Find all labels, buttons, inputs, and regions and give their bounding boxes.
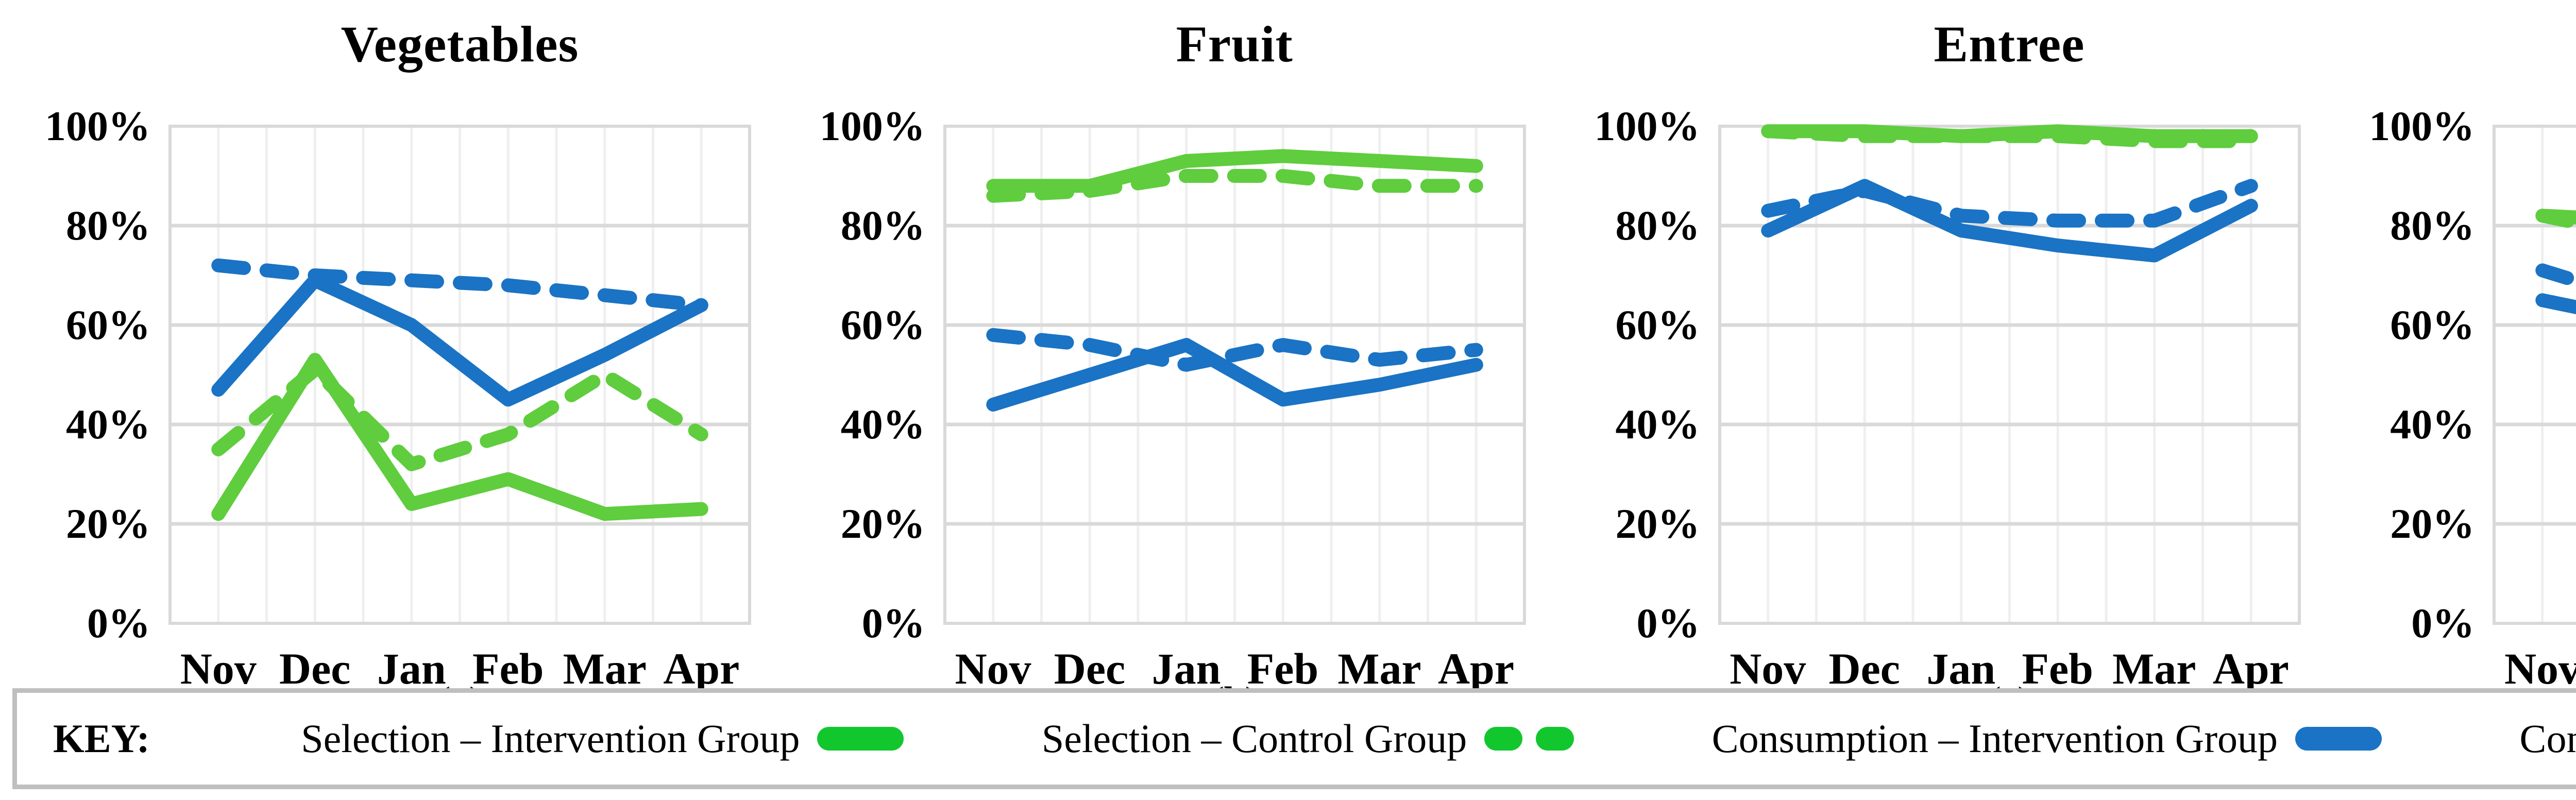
series-line-selection-intervention-group	[2535, 209, 2576, 225]
x-tick-label: Feb	[1247, 644, 1319, 693]
key-item-label: Consumption – Control Group	[2519, 716, 2576, 761]
chart-canvas-b	[943, 125, 1526, 625]
x-tick-label: Apr	[2212, 644, 2289, 693]
chart-canvas-a	[168, 125, 751, 625]
y-tick-label: 80%	[840, 202, 925, 249]
chart-panel-d: Milk0%20%40%60%80%100%NovDecJanFebMarApr…	[2324, 0, 2576, 693]
y-tick-label: 20%	[840, 500, 925, 547]
chart-title-a: Vegetables	[341, 15, 579, 73]
series-line-selection-intervention-group	[1760, 124, 2258, 143]
chart-canvas-c	[1718, 124, 2301, 625]
x-tick-label: Feb	[472, 644, 544, 693]
y-tick-label: 40%	[2390, 401, 2475, 448]
chart-canvas-d	[2493, 125, 2576, 625]
y-tick-label: 60%	[2390, 301, 2475, 348]
series-line-consumption-control-group	[2535, 263, 2576, 288]
x-tick-label: Nov	[1730, 644, 1806, 693]
x-tick-label: Dec	[1828, 644, 1900, 693]
y-tick-label: 100%	[45, 103, 150, 149]
y-tick-label: 100%	[819, 103, 925, 149]
series-line-consumption-intervention-group	[1760, 179, 2258, 263]
y-tick-label: 60%	[1615, 301, 1700, 348]
key-label: KEY:	[53, 716, 150, 761]
x-tick-label: Mar	[1337, 644, 1421, 693]
plot-border	[943, 125, 1526, 625]
x-tick-label: Dec	[279, 644, 351, 693]
series-line-selection-intervention-group	[211, 353, 708, 521]
x-tick-label: Nov	[955, 644, 1031, 693]
y-tick-label: 40%	[1615, 401, 1700, 448]
x-tick-label: Apr	[1437, 644, 1515, 693]
y-tick-label: 100%	[1594, 103, 1700, 149]
chart-panel-b: Fruit 0% 20% 40% 60% 80% 100% Nov Dec Jan Feb Mar Ap…	[775, 0, 1550, 722]
series-line-consumption-intervention-group	[211, 273, 708, 407]
dashed-line-swatch-icon	[1484, 727, 1574, 751]
plot-border	[1718, 125, 2301, 625]
solid-line-swatch-icon	[2295, 727, 2382, 751]
key-item-consumption-control-group: Consumption – Control Group	[2519, 716, 2576, 762]
chart-panel-a: Vegetables 0% 20% 40% 60% 80% 100% Nov Dec Jan Feb…	[0, 0, 775, 722]
chart-title-d: Milk	[2494, 14, 2576, 74]
y-tick-label: 80%	[2390, 202, 2475, 249]
y-tick-label: 20%	[2390, 500, 2475, 547]
y-tick-label: 60%	[840, 301, 925, 348]
y-tick-label: 40%	[840, 401, 925, 448]
plot-border	[2493, 125, 2576, 625]
series-line-selection-intervention-group	[986, 149, 1483, 193]
series-line-consumption-control-group	[986, 328, 1483, 372]
y-tick-label: 60%	[66, 301, 150, 348]
y-tick-label: 20%	[66, 500, 150, 547]
key-item-selection-control-group: Selection – Control Group	[1042, 716, 1574, 762]
key-box: KEY: Selection – Intervention Group Selec…	[12, 688, 2576, 789]
plot-border	[168, 125, 751, 625]
swatch-segment	[1484, 727, 1523, 751]
x-tick-label: Nov	[2504, 644, 2576, 693]
chart-title-c: Entree	[1934, 15, 2085, 73]
y-tick-label: 20%	[1615, 500, 1700, 547]
series-line-consumption-control-group	[1760, 179, 2258, 228]
chart-panel-c: Entree 0% 20% 40% 60% 80% 100% Nov Dec Jan Feb Mar A…	[1550, 0, 2325, 722]
x-tick-label: Nov	[180, 644, 257, 693]
key-item-label: Selection – Control Group	[1041, 716, 1467, 761]
y-tick-label: 40%	[66, 401, 150, 448]
y-tick-label: 0%	[2411, 600, 2475, 646]
x-tick-label: Mar	[2112, 644, 2196, 693]
key-item-consumption-intervention-group: Consumption – Intervention Group	[1712, 716, 2382, 762]
series-line-consumption-control-group	[211, 258, 708, 312]
y-tick-label: 0%	[861, 600, 925, 646]
x-tick-label: Apr	[663, 644, 740, 693]
x-tick-label: Mar	[563, 644, 647, 693]
key-item-selection-intervention-group: Selection – Intervention Group	[301, 716, 904, 762]
x-tick-label: Jan	[1926, 644, 1996, 693]
y-tick-label: 100%	[2369, 103, 2475, 149]
swatch-segment	[817, 727, 904, 751]
series-line-consumption-intervention-group	[2535, 293, 2576, 314]
y-tick-label: 0%	[1636, 600, 1700, 646]
key-item-label: Consumption – Intervention Group	[1711, 716, 2278, 761]
x-tick-label: Jan	[1151, 644, 1221, 693]
swatch-segment	[2295, 727, 2382, 751]
swatch-segment	[1536, 727, 1574, 751]
chart-title-b: Fruit	[1176, 15, 1293, 73]
x-tick-label: Dec	[1054, 644, 1126, 693]
solid-line-swatch-icon	[817, 727, 904, 751]
x-tick-label: Feb	[2022, 644, 2094, 693]
y-tick-label: 80%	[1615, 202, 1700, 249]
x-tick-label: Jan	[377, 644, 446, 693]
y-tick-label: 80%	[66, 202, 150, 249]
key-item-label: Selection – Intervention Group	[301, 716, 800, 761]
series-line-consumption-intervention-group	[986, 338, 1483, 412]
y-tick-label: 0%	[87, 600, 150, 646]
